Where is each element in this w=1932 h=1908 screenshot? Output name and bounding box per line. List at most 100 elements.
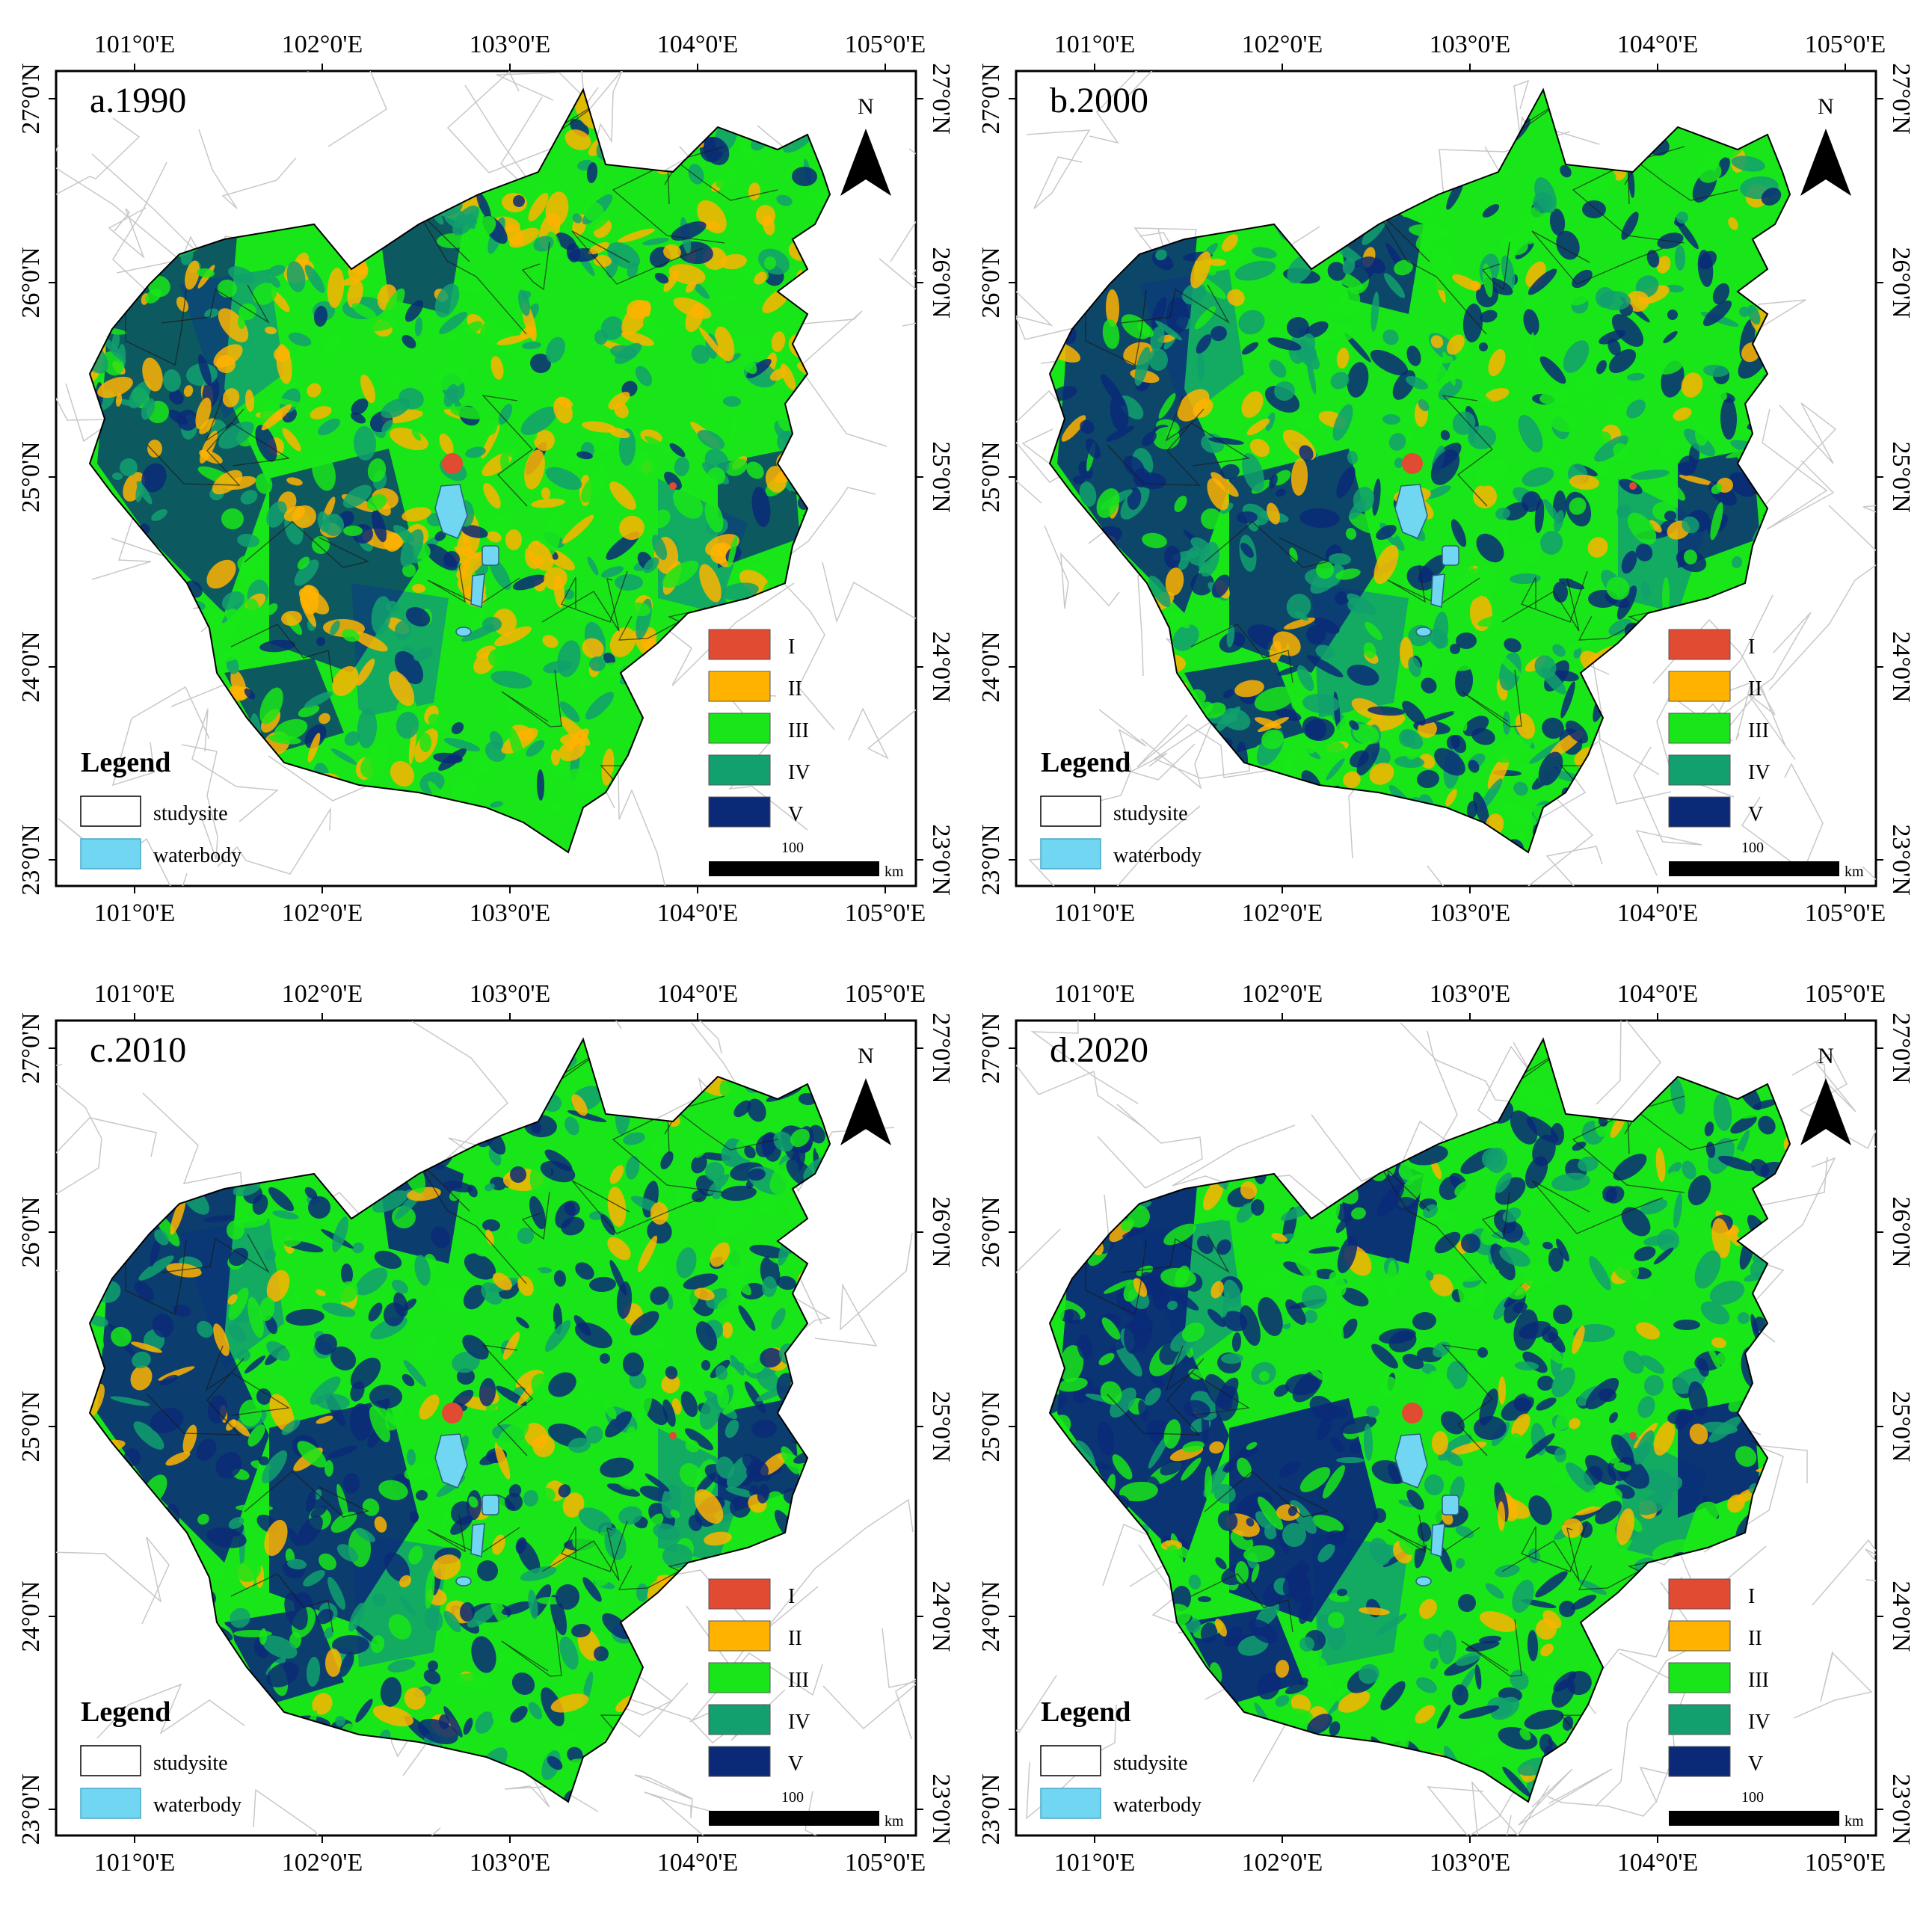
lat-tick-label-left: 27°0'N: [17, 1012, 45, 1083]
study-region-outline: [88, 1037, 831, 1803]
waterbody-label: waterbody: [153, 844, 242, 867]
lat-tick-label-left: 26°0'N: [17, 247, 45, 318]
class-swatch-IV: [1668, 754, 1731, 786]
lon-tick-label-bottom: 104°0'E: [1617, 899, 1699, 927]
lat-tick-label-left: 26°0'N: [977, 1196, 1005, 1267]
lat-tick-label-right: 25°0'N: [927, 1391, 955, 1462]
waterbody-lakes: [1394, 1433, 1459, 1587]
lat-tick-label-right: 24°0'N: [1887, 631, 1915, 702]
scale-bar: [709, 1811, 879, 1826]
lat-tick-label-right: 23°0'N: [1887, 1773, 1915, 1844]
panel-title: a.1990: [90, 81, 186, 120]
svg-text:N: N: [1818, 1044, 1834, 1068]
north-arrow-icon: N: [840, 1044, 891, 1145]
class-swatch-III: [1668, 1662, 1731, 1693]
map-svg: 101°0'E 101°0'E 102°0'E 102°0'E 103°0'E 103°0…: [977, 31, 1915, 927]
lat-tick-label-right: 27°0'N: [927, 63, 955, 134]
lon-tick-label-top: 102°0'E: [1242, 31, 1323, 58]
lon-tick-label-top: 104°0'E: [657, 980, 739, 1008]
scale-bar-unit: km: [1845, 1813, 1864, 1829]
class-label: II: [788, 677, 802, 701]
scale-bar: [709, 861, 879, 876]
class-label: V: [1748, 1752, 1763, 1776]
lon-tick-label-top: 103°0'E: [1430, 980, 1511, 1008]
lon-tick-label-top: 102°0'E: [1242, 980, 1323, 1008]
class-swatch-II: [1668, 1620, 1731, 1652]
panel-title: b.2000: [1050, 81, 1148, 120]
lat-tick-label-left: 25°0'N: [977, 1391, 1005, 1462]
lat-tick-label-left: 27°0'N: [17, 63, 45, 134]
lat-tick-label-left: 24°0'N: [17, 1581, 45, 1652]
lon-tick-label-top: 105°0'E: [1805, 31, 1886, 58]
lat-tick-label-right: 24°0'N: [927, 631, 955, 702]
lat-tick-label-right: 26°0'N: [927, 1196, 955, 1267]
lat-tick-label-left: 27°0'N: [977, 1012, 1005, 1083]
class-swatch-V: [1668, 796, 1731, 828]
lat-tick-label-left: 27°0'N: [977, 63, 1005, 134]
panel-title: c.2010: [90, 1030, 186, 1070]
lat-tick-label-right: 26°0'N: [1887, 247, 1915, 318]
lat-tick-label-right: 27°0'N: [1887, 1012, 1915, 1083]
lat-tick-label-left: 23°0'N: [977, 1773, 1005, 1844]
lon-tick-label-top: 101°0'E: [94, 31, 176, 58]
legend-title: Legend: [81, 747, 170, 778]
lon-tick-label-bottom: 102°0'E: [282, 1849, 363, 1877]
lon-tick-label-top: 105°0'E: [845, 31, 926, 58]
lon-tick-label-bottom: 101°0'E: [94, 1849, 176, 1877]
lon-tick-label-bottom: 103°0'E: [470, 1849, 551, 1877]
lon-tick-label-bottom: 104°0'E: [657, 1849, 739, 1877]
lon-tick-label-top: 104°0'E: [1617, 980, 1699, 1008]
class-label: III: [788, 1669, 809, 1692]
lon-tick-label-bottom: 103°0'E: [1430, 899, 1511, 927]
lon-tick-label-bottom: 103°0'E: [1430, 1849, 1511, 1877]
lat-tick-label-right: 23°0'N: [927, 1773, 955, 1844]
svg-text:N: N: [858, 94, 874, 119]
map-panel-c: 101°0'E 101°0'E 102°0'E 102°0'E 103°0'E 103°0…: [0, 950, 960, 1899]
studysite-swatch: [1040, 1745, 1101, 1776]
lat-tick-label-left: 24°0'N: [17, 631, 45, 702]
lon-tick-label-bottom: 102°0'E: [1242, 899, 1323, 927]
lon-tick-label-bottom: 105°0'E: [845, 1849, 926, 1877]
class-label: III: [1748, 719, 1769, 742]
waterbody-label: waterbody: [1113, 1794, 1202, 1817]
lon-tick-label-top: 103°0'E: [470, 31, 551, 58]
class-label: V: [788, 1752, 803, 1776]
class-swatch-II: [708, 1620, 771, 1652]
lon-tick-label-top: 103°0'E: [470, 980, 551, 1008]
scale-bar-value: 100: [1741, 840, 1764, 856]
lat-tick-label-left: 23°0'N: [977, 824, 1005, 895]
lat-tick-label-right: 23°0'N: [927, 824, 955, 895]
map-panel-d: 101°0'E 101°0'E 102°0'E 102°0'E 103°0'E 103°0…: [960, 950, 1920, 1899]
lon-tick-label-bottom: 101°0'E: [1054, 899, 1136, 927]
lon-tick-label-top: 101°0'E: [1054, 31, 1136, 58]
north-arrow-icon: N: [1800, 94, 1851, 196]
waterbody-label: waterbody: [153, 1794, 242, 1817]
waterbody-swatch: [1040, 1788, 1101, 1819]
class-swatch-I: [1668, 629, 1731, 660]
lon-tick-label-top: 102°0'E: [282, 980, 363, 1008]
class-label: IV: [1748, 1711, 1771, 1734]
lat-tick-label-right: 23°0'N: [1887, 824, 1915, 895]
legend-title: Legend: [1041, 1696, 1130, 1728]
class-swatch-V: [708, 796, 771, 828]
class-label: II: [788, 1627, 802, 1650]
waterbody-swatch: [80, 1788, 141, 1819]
lat-tick-label-left: 25°0'N: [977, 441, 1005, 512]
lon-tick-label-top: 104°0'E: [657, 31, 739, 58]
lon-tick-label-bottom: 105°0'E: [1805, 899, 1886, 927]
studysite-swatch: [80, 795, 141, 827]
studysite-label: studysite: [153, 1752, 228, 1775]
lon-tick-label-top: 103°0'E: [1430, 31, 1511, 58]
lon-tick-label-bottom: 101°0'E: [94, 899, 176, 927]
lat-tick-label-left: 23°0'N: [17, 824, 45, 895]
class-label: III: [1748, 1669, 1769, 1692]
scale-bar-value: 100: [1741, 1789, 1764, 1806]
lat-tick-label-left: 26°0'N: [977, 247, 1005, 318]
scale-bar: [1669, 1811, 1839, 1826]
lat-tick-label-left: 26°0'N: [17, 1196, 45, 1267]
lon-tick-label-bottom: 104°0'E: [1617, 1849, 1699, 1877]
lon-tick-label-top: 101°0'E: [1054, 980, 1136, 1008]
lon-tick-label-top: 105°0'E: [845, 980, 926, 1008]
lon-tick-label-top: 101°0'E: [94, 980, 176, 1008]
class-swatch-IV: [1668, 1704, 1731, 1735]
